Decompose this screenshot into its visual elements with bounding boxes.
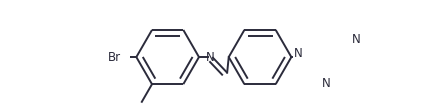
Text: N: N — [206, 51, 214, 64]
Text: N: N — [322, 77, 331, 90]
Text: Br: Br — [107, 51, 121, 64]
Text: N: N — [294, 47, 303, 60]
Text: N: N — [352, 33, 361, 46]
